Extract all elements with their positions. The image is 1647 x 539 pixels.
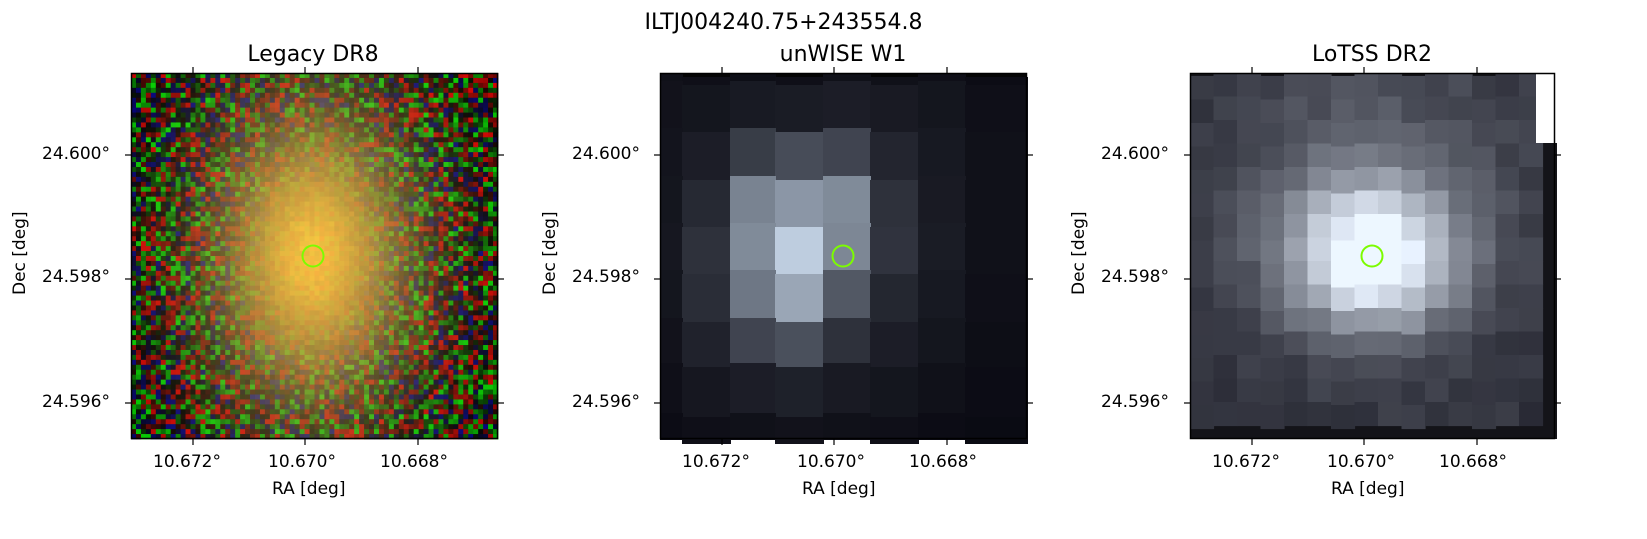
x-axis-label: RA [deg] <box>802 479 876 499</box>
ytick-label: 24.598° <box>42 267 110 287</box>
source-marker-circle-icon <box>831 244 855 268</box>
xtick-label: 10.668° <box>1439 452 1507 472</box>
y-axis-label: Dec [deg] <box>10 211 30 295</box>
pixel-grid <box>660 73 1028 444</box>
ytick-label: 24.600° <box>42 144 110 164</box>
xtick-label: 10.670° <box>268 452 336 472</box>
x-axis-label: RA [deg] <box>1331 479 1405 499</box>
panel-title-unwise: unWISE W1 <box>779 42 907 67</box>
axes-frame <box>659 72 1028 440</box>
xtick-label: 10.672° <box>153 452 221 472</box>
xtick-label: 10.668° <box>909 452 977 472</box>
y-axis-label: Dec [deg] <box>1069 211 1089 295</box>
xtick-label: 10.672° <box>682 452 750 472</box>
ytick-label: 24.598° <box>1101 267 1169 287</box>
source-marker-circle-icon <box>301 244 325 268</box>
axes-frame <box>1189 72 1556 440</box>
lotss-dr2-image <box>1184 67 1561 445</box>
source-marker-circle-icon <box>1360 244 1384 268</box>
ytick-label: 24.600° <box>1101 144 1169 164</box>
xtick-label: 10.670° <box>797 452 865 472</box>
axes-frame <box>130 72 499 440</box>
unwise-w1-image <box>654 67 1033 445</box>
y-axis-label: Dec [deg] <box>540 211 560 295</box>
figure-title: ILTJ004240.75+243554.8 <box>644 10 923 35</box>
xtick-label: 10.672° <box>1212 452 1280 472</box>
panel-title-lotss: LoTSS DR2 <box>1312 42 1432 67</box>
pixel-grid <box>131 73 499 440</box>
ytick-label: 24.596° <box>1101 392 1169 412</box>
x-axis-label: RA [deg] <box>272 479 346 499</box>
ytick-label: 24.596° <box>572 392 640 412</box>
panel-title-legacy: Legacy DR8 <box>247 42 379 67</box>
ytick-label: 24.598° <box>572 267 640 287</box>
xtick-label: 10.670° <box>1327 452 1395 472</box>
legacy-dr8-image <box>125 67 504 445</box>
ytick-label: 24.600° <box>572 144 640 164</box>
xtick-label: 10.668° <box>380 452 448 472</box>
ytick-label: 24.596° <box>42 392 110 412</box>
pixel-grid <box>1190 73 1557 439</box>
